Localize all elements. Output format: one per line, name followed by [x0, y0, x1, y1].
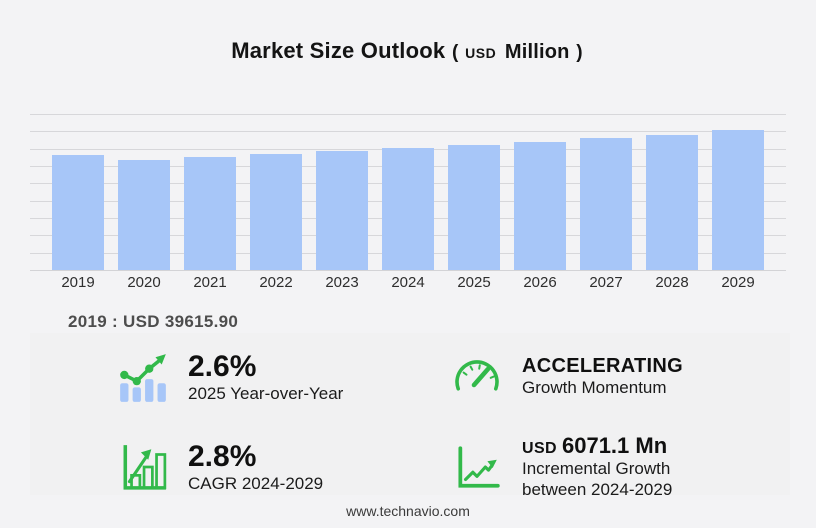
bar-2019	[52, 154, 104, 270]
value-callout-2019: 2019 : USD 39615.90	[68, 312, 239, 331]
stat-incremental-currency: USD	[522, 439, 557, 457]
stat-cagr-text: 2.8% CAGR 2024-2029	[188, 440, 323, 494]
bar-2023	[316, 150, 368, 270]
title-paren-open: (	[451, 42, 459, 63]
title-text: Market Size Outlook	[231, 38, 446, 63]
bar-2025	[448, 144, 500, 270]
x-tick-2019: 2019	[61, 274, 95, 291]
stat-incremental-growth: USD 6071.1 Mn Incremental Growth between …	[410, 431, 790, 503]
stat-yoy: 2.6% 2025 Year-over-Year	[30, 341, 410, 413]
bar-2024	[382, 147, 434, 270]
x-tick-2028: 2028	[655, 274, 689, 291]
stat-incremental-amount: 6071.1 Mn	[561, 432, 668, 458]
bar-2028	[646, 134, 698, 270]
stat-momentum-text: ACCELERATING Growth Momentum	[522, 355, 683, 398]
page-title: Market Size Outlook ( USD Million )	[0, 38, 816, 64]
x-tick-2022: 2022	[259, 274, 293, 291]
incremental-growth-chart-icon	[450, 442, 504, 492]
bar-2026	[514, 141, 566, 270]
x-tick-2025: 2025	[457, 274, 491, 291]
stats-panel: 2.6% 2025 Year-over-Year	[30, 333, 790, 499]
stats-row-2: 2.8% CAGR 2024-2029 USD 6071.1 Mn Increme…	[30, 431, 790, 503]
title-unit: Million	[504, 41, 570, 63]
bar-2021	[184, 157, 236, 270]
stat-incremental-label: Incremental Growth between 2024-2029	[522, 458, 673, 500]
website-url: www.technavio.com	[346, 503, 470, 519]
bar-2027	[580, 137, 632, 270]
yoy-trend-icon	[116, 352, 170, 402]
bar-2020	[118, 159, 170, 270]
bar-chart: 2019 2020 2021 2022 2023 2024 2025 2026 2027 2028…	[30, 114, 786, 291]
x-tick-2023: 2023	[325, 274, 359, 291]
bar-2029	[712, 130, 764, 270]
title-currency: USD	[465, 45, 497, 61]
stat-incremental-value: USD 6071.1 Mn	[522, 432, 722, 458]
title-paren-close: )	[576, 42, 583, 63]
bar-series	[30, 114, 786, 270]
stats-row-1: 2.6% 2025 Year-over-Year	[30, 341, 790, 413]
x-tick-2024: 2024	[391, 274, 425, 291]
x-tick-2020: 2020	[127, 274, 161, 291]
stat-yoy-value: 2.6%	[188, 349, 257, 383]
cagr-bar-chart-icon	[116, 442, 170, 492]
stat-cagr-value: 2.8%	[188, 439, 257, 473]
stat-momentum-label: Growth Momentum	[522, 378, 667, 398]
stat-momentum: ACCELERATING Growth Momentum	[410, 341, 790, 413]
bar-2022	[250, 153, 302, 270]
stat-momentum-value: ACCELERATING	[522, 355, 684, 378]
gridline	[30, 114, 786, 115]
x-tick-2021: 2021	[193, 274, 227, 291]
speedometer-icon	[450, 356, 504, 398]
stat-yoy-text: 2.6% 2025 Year-over-Year	[188, 350, 343, 404]
x-tick-2026: 2026	[523, 274, 557, 291]
stat-cagr-label: CAGR 2024-2029	[188, 473, 324, 493]
stat-cagr: 2.8% CAGR 2024-2029	[30, 431, 410, 503]
stat-incremental-text: USD 6071.1 Mn Incremental Growth between …	[522, 432, 722, 501]
x-tick-2027: 2027	[589, 274, 623, 291]
stat-yoy-label: 2025 Year-over-Year	[188, 383, 344, 403]
x-axis-labels: 2019 2020 2021 2022 2023 2024 2025 2026 2027 2028…	[30, 274, 786, 291]
gridline	[30, 131, 786, 133]
x-tick-2029: 2029	[721, 274, 755, 291]
